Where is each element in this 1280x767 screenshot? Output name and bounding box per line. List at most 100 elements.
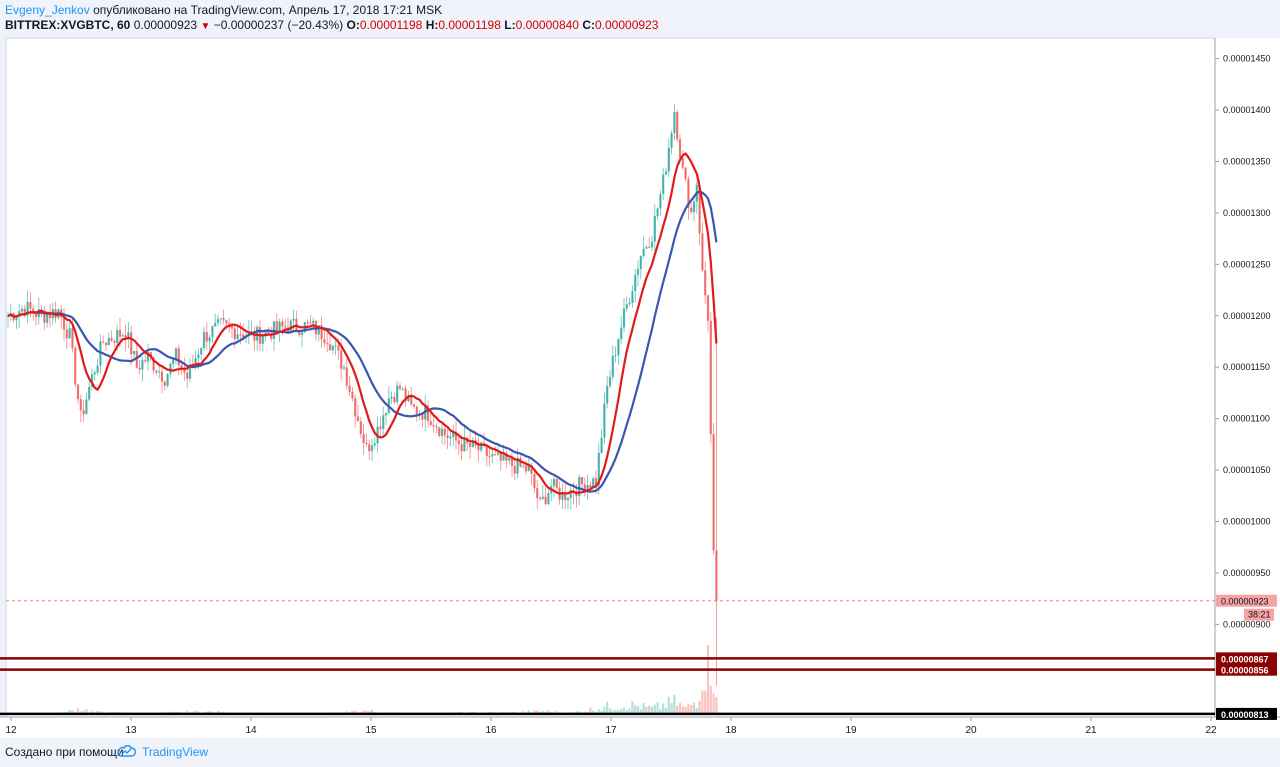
y-tick-label: 0.00001000 <box>1223 517 1271 527</box>
candle-body <box>544 496 547 505</box>
candle-body <box>43 312 46 323</box>
candle-body <box>144 360 147 362</box>
volume-bar <box>85 709 88 715</box>
y-tick-label: 0.00001350 <box>1223 156 1271 166</box>
candle-body <box>606 385 609 404</box>
tradingview-cloud-icon <box>117 745 136 757</box>
candle-body <box>351 391 354 399</box>
countdown-label: 38:21 <box>1248 610 1271 620</box>
price-chart[interactable]: 0.00001450 0.00001400 0.00001350 0.00001300… <box>0 0 1280 740</box>
candle-body <box>566 497 570 501</box>
high-value: 0.00001198 <box>438 18 501 32</box>
candle-body <box>82 410 85 415</box>
candle-body <box>85 399 88 415</box>
volume-bar <box>606 701 609 715</box>
candle-body <box>410 395 413 405</box>
volume-bar <box>673 694 676 715</box>
candle-body <box>536 488 539 499</box>
candle-body <box>480 442 483 451</box>
candle-body <box>457 440 460 445</box>
symbol-name[interactable]: BITTREX:XVGBTC, 60 <box>5 18 131 32</box>
candle-body <box>208 337 211 342</box>
candle-body <box>320 325 323 340</box>
candle-body <box>29 301 32 309</box>
volume-bar <box>648 705 651 715</box>
candle-body <box>233 328 236 340</box>
candle-body <box>583 484 586 493</box>
volume-bar <box>653 704 656 715</box>
candle-body <box>354 398 357 417</box>
price-change: −0.00000237 (−20.43%) <box>213 18 344 32</box>
volume-bar <box>690 705 693 715</box>
candle-body <box>362 433 365 444</box>
x-tick-label: 22 <box>1205 725 1217 736</box>
volume-bar <box>681 706 684 715</box>
candle-body <box>636 268 640 275</box>
level-price-tag <box>1216 652 1277 665</box>
candle-body <box>639 255 642 269</box>
candle-body <box>216 319 220 323</box>
volume-bar <box>670 703 673 715</box>
volume-bar <box>634 705 637 715</box>
high-label: H: <box>425 18 439 32</box>
candle-body <box>382 415 385 429</box>
candle-body <box>468 443 472 447</box>
candle-body <box>174 348 178 360</box>
candle-body <box>687 178 690 208</box>
candle-body <box>628 302 631 305</box>
candle-body <box>516 457 519 474</box>
candle-body <box>312 320 315 324</box>
y-tick-label: 0.00001100 <box>1223 414 1270 424</box>
candle-body <box>608 376 612 386</box>
candle-body <box>538 498 542 500</box>
candle-body <box>118 330 122 337</box>
volume-bar <box>667 696 670 715</box>
volume-bar <box>642 702 645 715</box>
candle-body <box>452 431 455 437</box>
volume-bar <box>659 708 662 715</box>
candle-body <box>292 318 295 321</box>
candle-body <box>505 453 508 461</box>
candle-body <box>396 385 399 403</box>
candle-body <box>323 339 326 344</box>
candle-body <box>88 386 91 400</box>
candle-body <box>90 374 94 387</box>
candle-body <box>219 318 222 320</box>
candle-body <box>345 367 348 386</box>
candle-body <box>603 403 606 438</box>
y-tick-label: 0.00001150 <box>1223 362 1270 372</box>
candle-body <box>228 323 231 327</box>
candle-body <box>401 388 404 390</box>
candle-body <box>158 371 161 373</box>
candle-body <box>298 330 301 335</box>
candle-body <box>214 322 217 327</box>
candle-body <box>202 331 206 349</box>
candle-body <box>337 345 340 351</box>
candle-body <box>62 317 66 330</box>
candle-body <box>79 399 82 411</box>
candle-body <box>586 485 589 493</box>
candle-body <box>328 344 332 351</box>
volume-bar <box>608 708 612 715</box>
tradingview-brand-link[interactable]: TradingView <box>142 745 209 759</box>
candle-body <box>205 331 208 342</box>
candle-body <box>650 241 654 248</box>
candle-body <box>155 370 158 373</box>
x-tick-label: 15 <box>365 725 377 736</box>
time-scale[interactable] <box>0 717 1280 738</box>
candle-body <box>592 478 595 488</box>
candle-body <box>289 320 292 334</box>
author-link[interactable]: Evgeny_Jenkov <box>5 3 90 17</box>
candle-body <box>552 479 556 487</box>
y-tick-label: 0.00001450 <box>1223 54 1271 64</box>
x-tick-label: 19 <box>845 725 857 736</box>
candle-body <box>502 453 505 461</box>
candle-body <box>130 332 133 355</box>
candle-body <box>127 332 130 339</box>
candle-body <box>678 139 682 159</box>
candle-body <box>438 427 441 436</box>
candle-body <box>267 331 270 334</box>
candle-body <box>642 248 645 256</box>
candle-body <box>104 342 108 346</box>
candle-body <box>499 452 502 461</box>
